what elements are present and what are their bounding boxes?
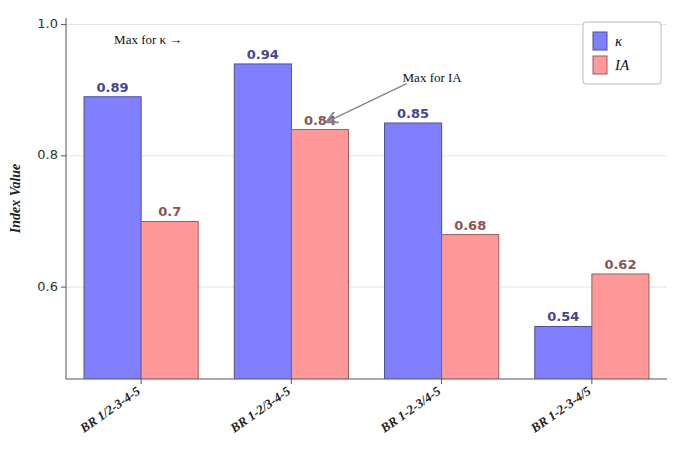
x-tick-label: BR 1-2-3-4/5	[527, 383, 594, 436]
legend-swatch	[593, 32, 607, 50]
y-axis-line	[66, 18, 67, 379]
bar	[535, 326, 592, 379]
data-label: 0.62	[604, 257, 636, 272]
bar	[385, 123, 442, 379]
y-tick	[61, 155, 66, 156]
legend-swatch	[593, 56, 607, 74]
annotation: Max for κ →	[114, 32, 182, 47]
bar	[141, 221, 198, 379]
x-axis: BR 1/2-3-4-5 BR 1-2/3-4-5 BR 1-2-3/4-5 BR 1…	[66, 379, 667, 436]
chart-svg: 0.6 0.8 1.0 BR 1/2-3-4-5 BR 1-2/3-4-5 BR 1-2-…	[0, 0, 685, 467]
legend-label: IA	[614, 57, 630, 73]
x-axis-line	[66, 379, 667, 380]
x-tick	[441, 379, 442, 384]
data-labels: 0.890.940.850.540.70.840.680.62	[97, 47, 637, 325]
x-tick-label: BR 1/2-3-4-5	[76, 383, 143, 436]
legend: κ IA	[583, 22, 661, 84]
bar	[291, 130, 348, 379]
y-axis-label: Index Value	[8, 164, 23, 235]
annotations: Max for κ → Max for IA	[114, 32, 462, 121]
page: {"chart_data": {"type": "bar", "ylabel":…	[0, 0, 685, 467]
data-label: 0.68	[454, 218, 486, 233]
chart-container: 0.6 0.8 1.0 BR 1/2-3-4-5 BR 1-2/3-4-5 BR 1-2-…	[0, 0, 685, 467]
data-label: 0.94	[247, 47, 279, 62]
x-tick	[591, 379, 592, 384]
x-tick	[141, 379, 142, 384]
bar	[592, 274, 649, 379]
y-tick	[61, 287, 66, 288]
grid-line	[66, 24, 667, 25]
bar	[234, 64, 291, 379]
bars	[84, 64, 649, 379]
x-tick-label: BR 1-2-3/4-5	[377, 383, 444, 436]
series-bars	[141, 130, 649, 379]
data-label: 0.7	[158, 204, 181, 219]
bar	[84, 97, 141, 379]
legend-box	[583, 22, 661, 84]
y-tick	[61, 24, 66, 25]
y-axis: 0.6 0.8 1.0	[37, 16, 66, 379]
data-label: 0.89	[97, 80, 129, 95]
x-tick-label: BR 1-2/3-4-5	[227, 383, 294, 436]
annotation: Max for IA	[403, 70, 463, 85]
annotation-arrow	[327, 84, 406, 122]
data-label: 0.54	[547, 309, 579, 324]
data-label: 0.85	[397, 106, 429, 121]
x-tick	[291, 379, 292, 384]
grid-line	[66, 155, 667, 156]
legend-label: κ	[615, 33, 623, 49]
series-bars	[84, 64, 592, 379]
y-tick-label: 1.0	[37, 16, 58, 31]
bar	[442, 235, 499, 379]
y-tick-label: 0.8	[37, 147, 58, 162]
y-tick-label: 0.6	[37, 279, 58, 294]
